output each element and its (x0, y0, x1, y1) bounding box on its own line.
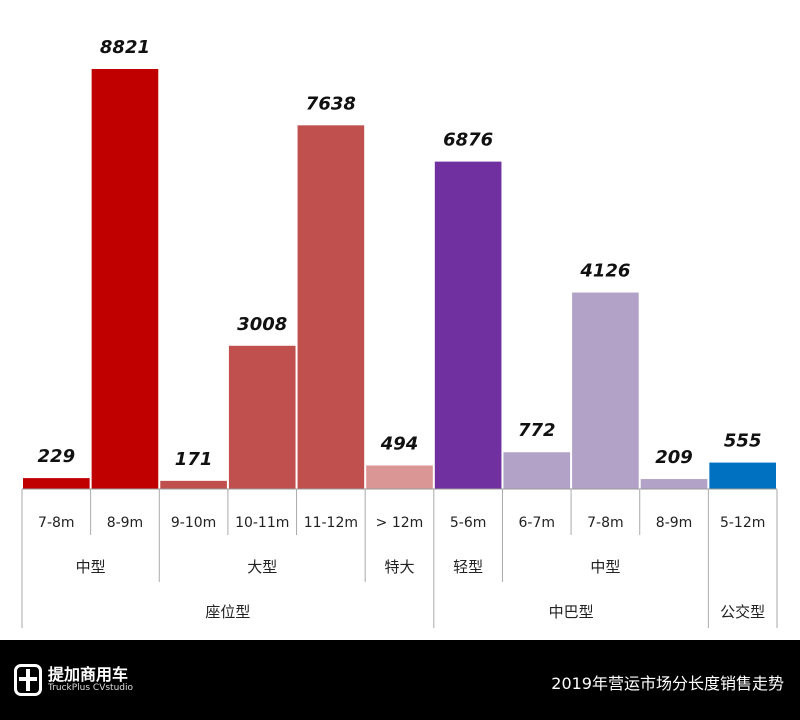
data-label: 7638 (306, 93, 356, 114)
group-label: 中巴型 (549, 603, 594, 621)
data-label: 209 (655, 447, 693, 468)
bar (297, 125, 365, 489)
brand-name-cn: 提加商用车 (48, 665, 129, 684)
bar (503, 452, 571, 489)
category-tick-label: 7-8m (587, 515, 624, 531)
category-tick-label: 10-11m (235, 515, 289, 531)
category-tick-label: 7-8m (38, 515, 75, 531)
category-tick-label: 5-6m (450, 515, 487, 531)
group-label: 公交型 (720, 603, 765, 621)
category-tick-label: 11-12m (304, 515, 358, 531)
bar (709, 462, 776, 489)
bar (572, 292, 639, 489)
bar (160, 480, 227, 489)
footer: 提加商用车 TruckPlus CVstudio 2019年营运市场分长度销售走… (0, 640, 800, 720)
subgroup-label: 中型 (76, 558, 106, 576)
category-tick-label: 9-10m (171, 515, 216, 531)
data-label: 8821 (100, 37, 150, 58)
logo-icon (14, 664, 42, 696)
category-tick-label: 8-9m (656, 515, 693, 531)
brand-logo: 提加商用车 TruckPlus CVstudio (14, 664, 133, 696)
brand-name-en: TruckPlus CVstudio (48, 683, 134, 693)
category-tick-label: > 12m (376, 515, 424, 531)
bar-chart: 229 7-8m 8821 8-9m 171 9-10m 3008 10-11m 7638 11-… (21, 37, 778, 628)
bar (23, 478, 90, 489)
data-label: 171 (175, 449, 213, 470)
bar (91, 69, 159, 489)
category-tick-label: 8-9m (107, 515, 144, 531)
data-label: 6876 (443, 130, 493, 151)
group-label: 座位型 (205, 603, 250, 621)
subgroup-label: 轻型 (453, 558, 483, 576)
data-label: 229 (38, 446, 76, 467)
bar (228, 345, 296, 489)
data-label: 555 (724, 431, 762, 452)
bar (434, 161, 502, 489)
category-tick-label: 5-12m (720, 515, 765, 531)
chart-caption: 2019年营运市场分长度销售走势 (551, 674, 784, 693)
data-label: 494 (380, 433, 419, 454)
data-label: 772 (518, 420, 556, 441)
bar (640, 479, 708, 489)
category-tick-label: 6-7m (519, 515, 556, 531)
data-label: 4126 (579, 261, 630, 282)
subgroup-label: 特大 (384, 558, 414, 576)
subgroup-label: 大型 (247, 558, 277, 576)
subgroup-label: 中型 (590, 558, 620, 576)
bar (366, 465, 433, 489)
data-label: 3008 (237, 314, 287, 335)
